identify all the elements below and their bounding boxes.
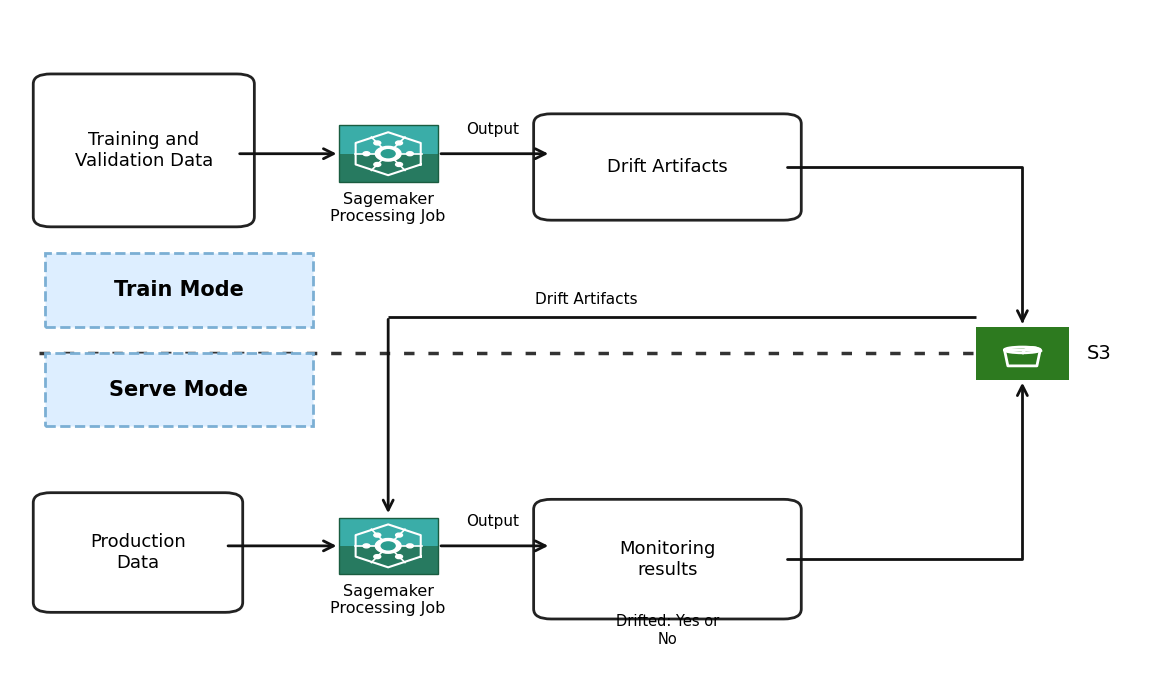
Text: Output: Output [466,514,519,529]
Text: Drift Artifacts: Drift Artifacts [607,158,728,176]
Text: Production
Data: Production Data [90,533,186,572]
Circle shape [381,542,395,550]
Text: Monitoring
results: Monitoring results [619,540,716,579]
FancyBboxPatch shape [45,353,313,426]
Text: Drifted: Yes or
No: Drifted: Yes or No [615,614,720,647]
Circle shape [396,555,402,559]
FancyBboxPatch shape [339,125,437,153]
FancyBboxPatch shape [339,518,437,546]
Circle shape [374,162,381,166]
Circle shape [375,146,401,161]
Circle shape [396,162,402,166]
Text: Drift Artifacts: Drift Artifacts [534,291,638,307]
Circle shape [363,544,370,548]
FancyBboxPatch shape [45,254,313,326]
FancyBboxPatch shape [339,546,437,574]
Circle shape [407,151,414,155]
Text: S3: S3 [1086,344,1111,363]
Circle shape [407,544,414,548]
Text: Serve Mode: Serve Mode [109,380,248,400]
Circle shape [374,533,381,537]
Circle shape [363,151,370,155]
FancyBboxPatch shape [533,114,802,220]
FancyBboxPatch shape [976,326,1069,380]
FancyBboxPatch shape [33,493,243,612]
Circle shape [396,141,402,145]
Circle shape [375,538,401,553]
FancyBboxPatch shape [339,153,437,182]
Circle shape [396,533,402,537]
FancyBboxPatch shape [533,499,802,619]
Text: Output: Output [466,122,519,137]
FancyBboxPatch shape [33,74,254,227]
Text: Sagemaker
Processing Job: Sagemaker Processing Job [331,584,445,616]
Circle shape [374,141,381,145]
Text: Training and
Validation Data: Training and Validation Data [75,131,213,170]
Text: Sagemaker
Processing Job: Sagemaker Processing Job [331,192,445,224]
Text: Train Mode: Train Mode [114,280,244,300]
Circle shape [374,555,381,559]
Circle shape [381,150,395,157]
